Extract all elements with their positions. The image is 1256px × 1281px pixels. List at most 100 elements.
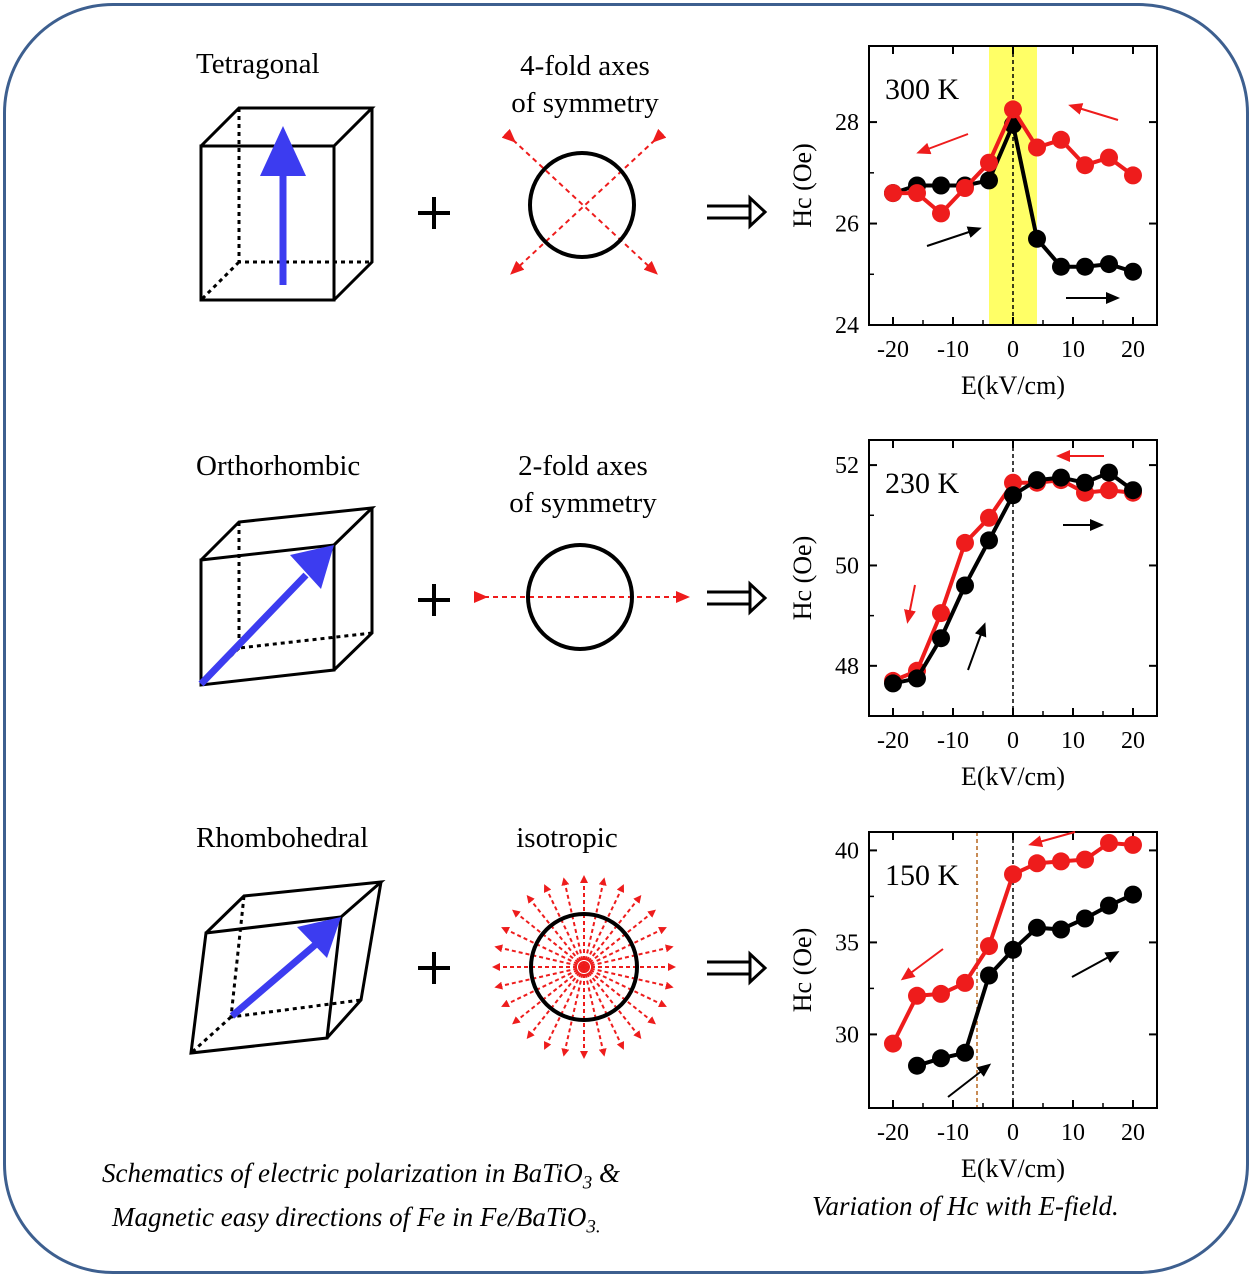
data-point — [1076, 257, 1094, 276]
data-point — [1052, 130, 1070, 149]
data-point — [1052, 468, 1070, 487]
x-tick-label: 10 — [1061, 728, 1085, 754]
x-tick-label: 0 — [1007, 337, 1019, 363]
phase-label-orthorhombic: Orthorhombic — [196, 450, 361, 482]
x-tick-label: 0 — [1007, 1120, 1019, 1146]
sweep-arrow-red — [916, 133, 969, 155]
sweep-arrow-black — [947, 1063, 992, 1098]
series-red — [884, 834, 1142, 1053]
data-point — [908, 1056, 926, 1075]
polarization-arrow-orthorhombic — [198, 545, 334, 687]
data-point — [980, 531, 998, 550]
isotropic-ray — [494, 944, 585, 968]
x-tick-label: -10 — [937, 1120, 969, 1146]
phase-label-rhombohedral: Rhombohedral — [196, 822, 369, 854]
x-tick-label: 20 — [1121, 728, 1145, 754]
x-tick-label: -20 — [877, 728, 909, 754]
y-tick-label: 52 — [835, 453, 859, 479]
isotropic-ray — [526, 895, 585, 968]
caption-right: Variation of Hc with E-field. — [812, 1191, 1119, 1221]
data-point — [956, 973, 974, 992]
isotropic-ray — [583, 944, 674, 968]
data-point — [1004, 865, 1022, 884]
polarization-arrow-tetragonal — [260, 126, 306, 285]
x-tick-label: 20 — [1121, 337, 1145, 363]
polarization-arrow-rhombohedral — [229, 917, 341, 1019]
implies-arrow-1 — [707, 194, 768, 230]
data-point — [956, 1043, 974, 1062]
isotropic-ray — [583, 966, 607, 1057]
rounded-frame — [3, 3, 1249, 1274]
isotropic-ray — [561, 966, 585, 1057]
data-point — [1100, 834, 1118, 852]
x-tick-label: 20 — [1121, 1120, 1145, 1146]
symmetry-isotropic — [492, 875, 676, 1059]
x-tick-label: 0 — [1007, 728, 1019, 754]
data-point — [1100, 255, 1118, 274]
data-point — [908, 986, 926, 1005]
data-point — [1052, 920, 1070, 939]
data-point — [980, 171, 998, 190]
data-point — [1028, 471, 1046, 490]
sweep-arrow-black — [1071, 951, 1120, 978]
data-point — [1076, 909, 1094, 928]
x-tick-label: 10 — [1061, 1120, 1085, 1146]
data-point — [1124, 166, 1142, 185]
data-point — [932, 204, 950, 223]
sweep-arrow-red — [1068, 103, 1119, 121]
data-point — [1076, 473, 1094, 492]
isotropic-ray — [583, 966, 625, 1050]
isotropic-ray — [561, 877, 585, 968]
plus-sign-3 — [418, 952, 450, 984]
isotropic-ray — [583, 909, 656, 968]
data-point — [1052, 257, 1070, 276]
data-point — [1028, 229, 1046, 248]
data-point — [1100, 148, 1118, 167]
data-point — [884, 1034, 902, 1053]
data-point — [1100, 896, 1118, 915]
symmetry-2fold-axes — [474, 543, 690, 651]
sweep-arrow-black — [926, 226, 982, 247]
isotropic-ray — [583, 895, 642, 968]
tetragonal-cube — [199, 106, 376, 302]
data-point — [980, 508, 998, 527]
data-point — [1076, 850, 1094, 869]
isotropic-ray — [583, 966, 674, 990]
data-point — [980, 937, 998, 956]
y-tick-label: 30 — [835, 1022, 859, 1048]
isotropic-ray — [543, 966, 585, 1050]
chart-1: -20 -10 0 10 20 24 26 28 E(kV/cm) Hc (Oe) 300 K — [788, 45, 1158, 400]
data-point — [1124, 885, 1142, 904]
symmetry-4fold-axes — [501, 128, 667, 275]
x-tick-label: -20 — [877, 1120, 909, 1146]
data-point — [1052, 852, 1070, 871]
isotropic-ray — [583, 966, 642, 1039]
data-point — [1076, 156, 1094, 175]
symmetry-label-isotropic: isotropic — [516, 822, 618, 854]
data-point — [1124, 262, 1142, 281]
caption-left-line2: Magnetic easy directions of Fe in Fe/BaT… — [112, 1202, 601, 1238]
x-tick-label: -20 — [877, 337, 909, 363]
data-point — [1124, 481, 1142, 500]
series-red — [884, 100, 1142, 223]
y-tick-label: 26 — [835, 212, 859, 238]
data-point — [1124, 835, 1142, 854]
y-axis-label: Hc (Oe) — [788, 143, 817, 227]
y-tick-label: 40 — [835, 838, 859, 864]
x-axis-label: E(kV/cm) — [961, 371, 1065, 400]
isotropic-ray — [501, 966, 585, 1008]
y-tick-label: 24 — [835, 313, 859, 339]
data-point — [1004, 486, 1022, 505]
data-point — [956, 533, 974, 552]
y-tick-label: 48 — [835, 654, 859, 680]
data-point — [908, 669, 926, 688]
y-tick-label: 50 — [835, 553, 859, 579]
series-black — [884, 463, 1142, 693]
symmetry-label-2fold: 2-fold axes of symmetry — [509, 450, 657, 519]
isotropic-ray — [583, 966, 667, 1008]
data-point — [932, 1049, 950, 1068]
data-point — [932, 176, 950, 195]
isotropic-ray — [583, 926, 667, 968]
data-point — [956, 179, 974, 197]
